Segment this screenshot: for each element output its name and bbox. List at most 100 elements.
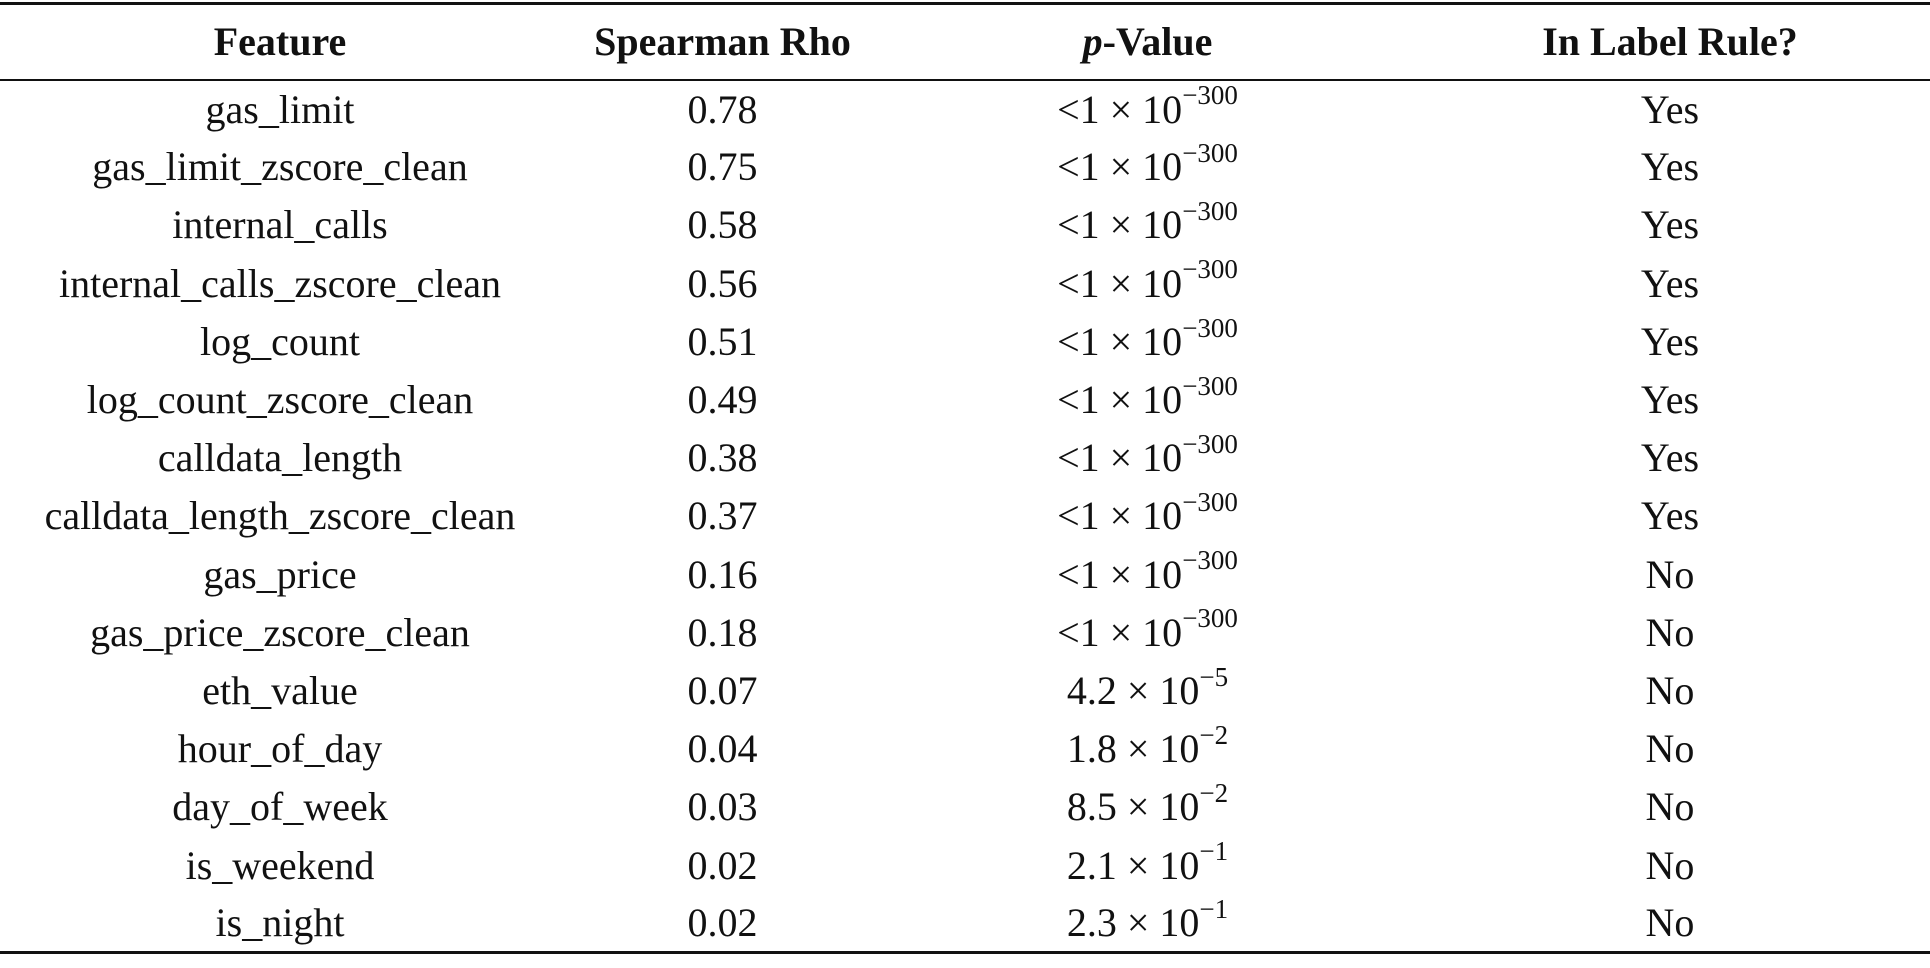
cell-feature: eth_value <box>202 667 358 713</box>
cell-feature: is_weekend <box>185 842 375 888</box>
cell-p-value: 2.3 × 10−1 <box>885 893 1410 954</box>
cell-in-label-rule: Yes <box>1640 202 1700 248</box>
cell-p-value: <1 × 10−300 <box>885 487 1410 545</box>
table-row: log_count 0.51 <1 × 10−300 Yes <box>0 312 1930 370</box>
header-in-label-rule: In Label Rule? <box>1410 2 1930 81</box>
cell-p-value: 4.2 × 10−5 <box>885 661 1410 719</box>
table-row: log_count_zscore_clean 0.49 <1 × 10−300 Yes <box>0 370 1930 428</box>
table-row: is_night 0.02 2.3 × 10−1 No <box>0 893 1930 954</box>
cell-feature: gas_limit_zscore_clean <box>92 144 468 190</box>
header-feature: Feature <box>0 2 560 81</box>
table-row: internal_calls 0.58 <1 × 10−300 Yes <box>0 196 1930 254</box>
p-value-base: 1.8 × 10 <box>1066 726 1200 772</box>
cell-spearman-rho: 0.51 <box>687 318 758 364</box>
cell-spearman-rho: 0.02 <box>687 842 758 888</box>
table-row: internal_calls_zscore_clean 0.56 <1 × 10−3… <box>0 254 1930 312</box>
p-value-exponent: −300 <box>1182 196 1238 227</box>
cell-in-label-rule: Yes <box>1640 144 1700 190</box>
table-row: gas_limit_zscore_clean 0.75 <1 × 10−300 Yes <box>0 138 1930 196</box>
table-row: eth_value 0.07 4.2 × 10−5 No <box>0 661 1930 719</box>
p-value-base: <1 × 10 <box>1057 493 1183 539</box>
p-value-exponent: −300 <box>1182 370 1238 401</box>
p-value-exponent: −1 <box>1199 836 1229 867</box>
header-p-value: p-Value <box>885 2 1410 81</box>
cell-spearman-rho: 0.02 <box>560 894 885 954</box>
cell-p-value: <1 × 10−300 <box>885 370 1410 428</box>
p-value-exponent: −300 <box>1182 254 1238 285</box>
cell-in-label-rule: Yes <box>1640 493 1700 539</box>
table-row: gas_limit 0.78 <1 × 10−300 Yes <box>0 80 1930 138</box>
cell-in-label-rule: Yes <box>1640 435 1700 481</box>
cell-spearman-rho: 0.18 <box>687 609 758 655</box>
cell-feature: calldata_length <box>157 435 403 481</box>
p-value-base: <1 × 10 <box>1057 144 1183 190</box>
cell-feature: gas_price <box>203 551 357 597</box>
p-value-exponent: −1 <box>1199 893 1229 924</box>
cell-spearman-rho: 0.49 <box>687 377 758 423</box>
p-value-exponent: −300 <box>1182 545 1238 576</box>
p-value-exponent: −300 <box>1182 80 1238 111</box>
cell-feature: gas_limit <box>205 86 355 132</box>
cell-p-value: <1 × 10−300 <box>885 138 1410 196</box>
table-header: Feature Spearman Rho p-Value In Label Ru… <box>0 2 1930 81</box>
cell-in-label-rule: No <box>1645 667 1695 713</box>
cell-spearman-rho: 0.07 <box>687 667 758 713</box>
cell-in-label-rule: No <box>1645 784 1695 830</box>
cell-feature: is_night <box>0 894 560 954</box>
cell-spearman-rho: 0.75 <box>687 144 758 190</box>
cell-p-value: <1 × 10−300 <box>885 254 1410 312</box>
p-value-base: 2.3 × 10 <box>1066 899 1200 945</box>
table-row: calldata_length_zscore_clean 0.37 <1 × 10−… <box>0 487 1930 545</box>
header-row: Feature Spearman Rho p-Value In Label Ru… <box>0 2 1930 81</box>
p-value-exponent: −300 <box>1182 603 1238 634</box>
cell-in-label-rule: Yes <box>1640 260 1700 306</box>
p-value-base: <1 × 10 <box>1057 377 1183 423</box>
cell-spearman-rho: 0.04 <box>687 726 758 772</box>
p-value-exponent: −300 <box>1182 428 1238 459</box>
p-value-exponent: −2 <box>1199 778 1229 809</box>
cell-p-value: <1 × 10−300 <box>885 196 1410 254</box>
cell-feature: internal_calls <box>172 202 388 248</box>
cell-p-value: <1 × 10−300 <box>885 80 1410 138</box>
cell-in-label-rule: No <box>1645 726 1695 772</box>
table-row: hour_of_day 0.04 1.8 × 10−2 No <box>0 720 1930 778</box>
p-value-exponent: −300 <box>1182 487 1238 518</box>
header-p-italic: p <box>1082 19 1103 65</box>
p-value-exponent: −300 <box>1182 137 1238 168</box>
cell-feature: log_count_zscore_clean <box>86 377 474 423</box>
p-value-base: <1 × 10 <box>1057 435 1183 481</box>
cell-spearman-rho: 0.58 <box>687 202 758 248</box>
cell-spearman-rho: 0.37 <box>687 493 758 539</box>
cell-in-label-rule: Yes <box>1640 377 1700 423</box>
cell-in-label-rule: Yes <box>1640 318 1700 364</box>
table-row: calldata_length 0.38 <1 × 10−300 Yes <box>0 429 1930 487</box>
cell-spearman-rho: 0.56 <box>687 260 758 306</box>
p-value-base: <1 × 10 <box>1057 551 1183 597</box>
cell-feature: gas_price_zscore_clean <box>90 609 470 655</box>
cell-feature: hour_of_day <box>177 726 383 772</box>
cell-p-value: 8.5 × 10−2 <box>885 778 1410 836</box>
table-row: is_weekend 0.02 2.1 × 10−1 No <box>0 836 1930 894</box>
header-p-rest: -Value <box>1102 19 1213 65</box>
header-spearman-rho: Spearman Rho <box>560 2 885 81</box>
p-value-base: <1 × 10 <box>1057 202 1183 248</box>
cell-in-label-rule: No <box>1645 609 1695 655</box>
table-row: gas_price_zscore_clean 0.18 <1 × 10−300 No <box>0 603 1930 661</box>
cell-p-value: <1 × 10−300 <box>885 545 1410 603</box>
p-value-base: <1 × 10 <box>1057 318 1183 364</box>
p-value-base: 2.1 × 10 <box>1066 842 1200 888</box>
cell-p-value: <1 × 10−300 <box>885 603 1410 661</box>
cell-in-label-rule: No <box>1645 551 1695 597</box>
table-row: gas_price 0.16 <1 × 10−300 No <box>0 545 1930 603</box>
cell-feature: internal_calls_zscore_clean <box>59 260 501 306</box>
p-value-base: <1 × 10 <box>1057 86 1183 132</box>
cell-in-label-rule: No <box>1645 842 1695 888</box>
p-value-base: <1 × 10 <box>1057 609 1183 655</box>
cell-p-value: <1 × 10−300 <box>885 429 1410 487</box>
cell-p-value: <1 × 10−300 <box>885 312 1410 370</box>
cell-in-label-rule: Yes <box>1640 86 1700 132</box>
table-row: day_of_week 0.03 8.5 × 10−2 No <box>0 778 1930 836</box>
cell-spearman-rho: 0.16 <box>687 551 758 597</box>
